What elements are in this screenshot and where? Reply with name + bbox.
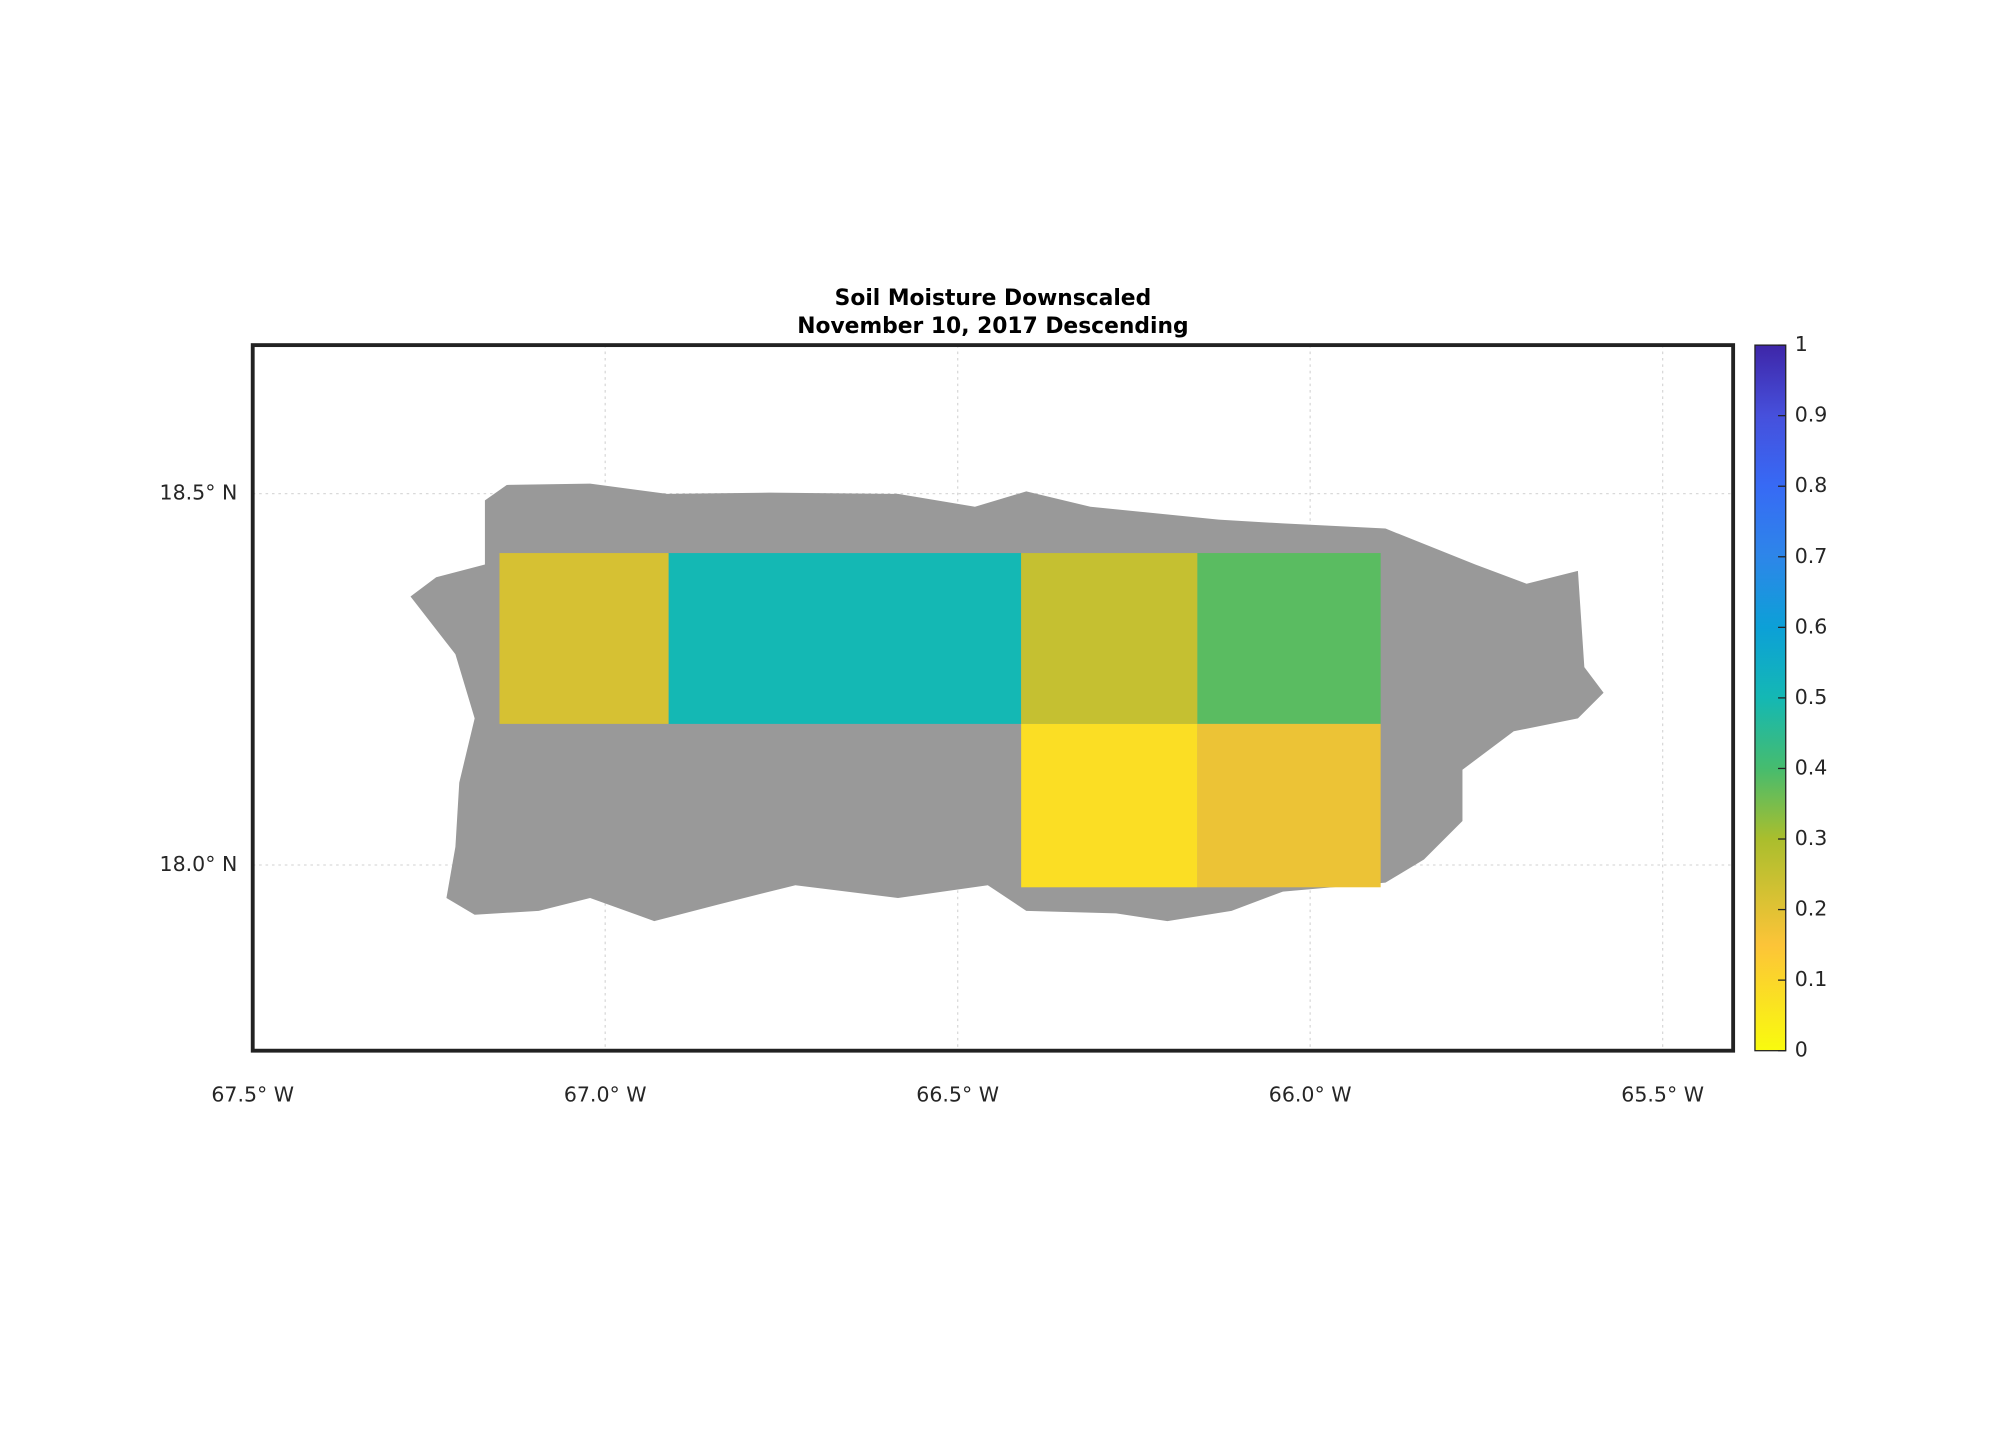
x-tick-label: 65.5° W: [1621, 1083, 1704, 1107]
cell: [1197, 723, 1381, 888]
axes-box: [250, 343, 1736, 1053]
cell: [668, 553, 1022, 724]
x-tick-label: 66.5° W: [916, 1083, 999, 1107]
colorbar-tick-label: 0: [1795, 1038, 1808, 1062]
colorbar-tick-label: 0.9: [1795, 403, 1828, 427]
cell: [1021, 553, 1198, 724]
colorbar-tick-label: 1: [1795, 332, 1808, 356]
colorbar-tick-label: 0.5: [1795, 685, 1828, 709]
colorbar-tick-label: 0.1: [1795, 967, 1828, 991]
cell: [1197, 553, 1381, 724]
cell: [1021, 723, 1198, 888]
chart-title: Soil Moisture Downscaled: [835, 286, 1152, 311]
x-tick-label: 67.5° W: [211, 1083, 294, 1107]
x-tick-label: 67.0° W: [564, 1083, 647, 1107]
x-tick-label: 66.0° W: [1269, 1083, 1352, 1107]
y-tick-label: 18.0° N: [160, 852, 238, 876]
colorbar-tick-label: 0.6: [1795, 614, 1828, 638]
colorbar-tick-label: 0.4: [1795, 755, 1828, 779]
y-tick-label: 18.5° N: [160, 481, 238, 505]
chart-subtitle: November 10, 2017 Descending: [797, 314, 1188, 339]
colorbar-tick-label: 0.3: [1795, 826, 1828, 850]
cell: [499, 553, 669, 724]
colorbar-tick-label: 0.7: [1795, 544, 1828, 568]
colorbar-tick-label: 0.8: [1795, 473, 1828, 497]
colorbar-tick-label: 0.2: [1795, 897, 1828, 921]
